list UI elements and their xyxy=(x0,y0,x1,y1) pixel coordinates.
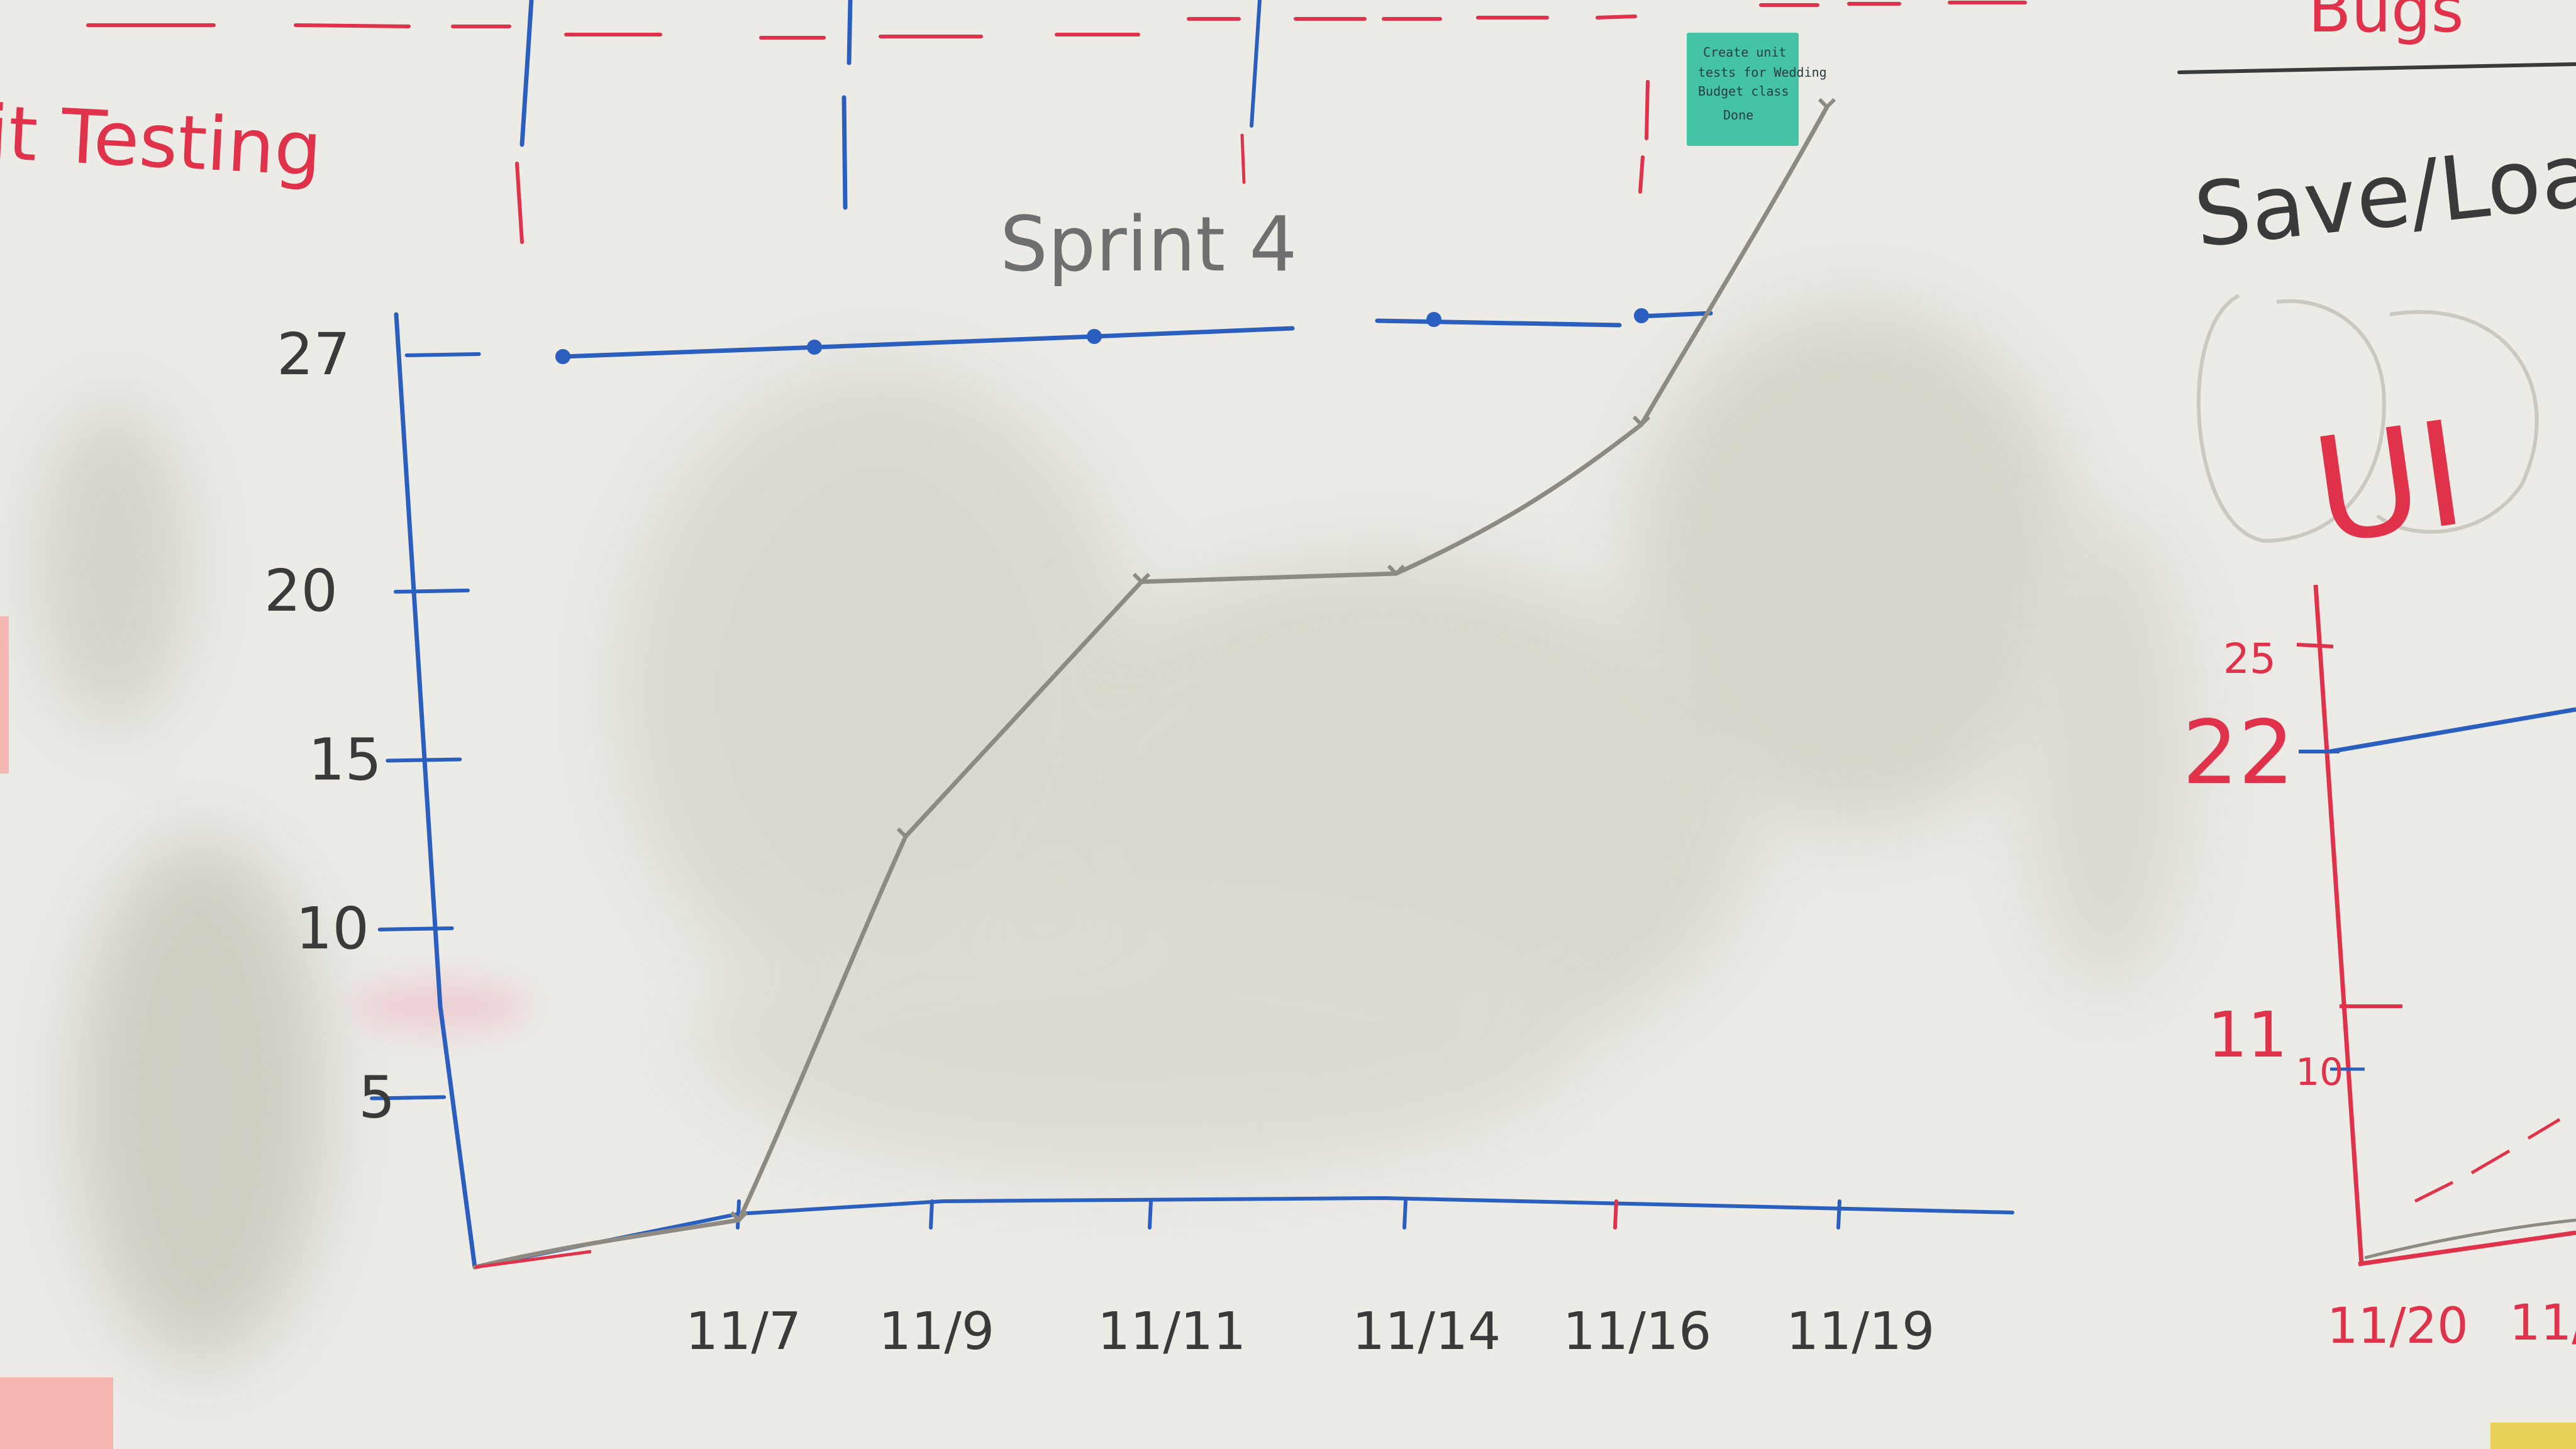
chart-y-tick-label: 15 xyxy=(308,726,382,793)
chart-x-tick-label: 11/14 xyxy=(1352,1302,1501,1362)
chart-scope-point xyxy=(555,349,570,364)
top-dashed-divider xyxy=(86,1,2027,40)
chart-scope-line xyxy=(1638,311,1713,319)
chart-y-tick-label: 27 xyxy=(277,321,350,388)
chart-y-tick-label: 10 xyxy=(296,895,369,962)
erased-mark-2 xyxy=(2376,310,2539,534)
yellow-object-corner xyxy=(2490,1423,2576,1449)
chart-progress-point xyxy=(1818,97,1836,110)
chart-x-tick-label: 11/19 xyxy=(1786,1302,1935,1362)
mini-chart-dashed-line xyxy=(2414,1118,2561,1203)
mini-chart-x-axis xyxy=(2358,1230,2576,1267)
chart-x-tick-label: 11/7 xyxy=(686,1302,801,1362)
erased-mark xyxy=(2197,294,2386,543)
chart-progress-point xyxy=(1132,572,1151,585)
chart-x-tick xyxy=(736,1199,741,1230)
chart-x-tick-label: 11/16 xyxy=(1563,1302,1711,1362)
chart-scope-point xyxy=(1087,329,1102,344)
chart-progress-point xyxy=(1387,564,1406,577)
chart-x-tick xyxy=(1836,1199,1841,1230)
pink-sticky-corner xyxy=(0,1377,113,1449)
sticky-note: Create unit tests for Wedding Budget cla… xyxy=(1687,33,1827,146)
chart-y-tick xyxy=(377,926,454,931)
right-section-divider xyxy=(2177,62,2576,74)
sticky-note-line-4: Done xyxy=(1723,108,1753,123)
chart-scope-line xyxy=(1375,318,1622,328)
sprint-title: Sprint 4 xyxy=(1000,201,1297,289)
column-dividers xyxy=(515,0,1650,244)
chart-y-tick xyxy=(393,588,470,594)
bugs-heading: Bugs xyxy=(2308,0,2464,47)
mini-chart-x-tick-label-1: 11/20 xyxy=(2327,1298,2468,1355)
chart-x-axis xyxy=(473,1196,2014,1269)
chart-scope-line xyxy=(560,326,1295,359)
sticky-note-line-3: Budget class xyxy=(1698,84,1789,99)
chart-scope-point xyxy=(807,340,822,355)
mini-chart-tick-label-10: 10 xyxy=(2296,1050,2343,1094)
chart-progress-point xyxy=(1632,415,1651,428)
chart-y-tick-label: 20 xyxy=(264,557,338,625)
eraser-smudges xyxy=(38,302,2195,1365)
mini-chart-tick-25 xyxy=(2296,643,2334,648)
mini-chart-progress-line xyxy=(2364,1218,2576,1260)
pink-sticky-edge xyxy=(0,616,9,774)
chart-x-tick xyxy=(1613,1199,1618,1230)
chart-y-tick xyxy=(386,757,462,763)
chart-x-tick xyxy=(929,1199,934,1230)
chart-x-tick-label: 11/11 xyxy=(1097,1302,1246,1362)
chart-progress-point xyxy=(896,827,915,840)
mini-chart-scope-line xyxy=(2329,707,2576,754)
mini-chart-tick-label-22: 22 xyxy=(2182,702,2294,804)
save-load-section: Save/Load UI 25 22 11 10 11/20 11/2 xyxy=(2182,118,2576,1355)
ui-label: UI xyxy=(2304,390,2474,577)
chart-scope-point xyxy=(1426,312,1441,327)
chart-x-tick-label: 11/9 xyxy=(879,1302,994,1362)
chart-y-axis xyxy=(394,312,477,1270)
chart-progress-point xyxy=(730,1211,748,1223)
sticky-note-line-1: Create unit xyxy=(1703,45,1786,60)
chart-y-tick-label: 5 xyxy=(358,1063,396,1131)
chart-x-tick xyxy=(1402,1199,1407,1230)
sticky-note-line-2: tests for Wedding xyxy=(1698,65,1827,80)
chart-y-tick xyxy=(404,352,481,357)
save-load-heading: Save/Load xyxy=(2190,118,2576,267)
mini-chart-y-axis xyxy=(2313,584,2364,1265)
mini-chart-tick-label-11: 11 xyxy=(2207,998,2287,1072)
mini-chart-x-tick-label-2: 11/2 xyxy=(2509,1295,2576,1352)
mini-chart-tick-label-25: 25 xyxy=(2223,635,2276,683)
chart-scope-point xyxy=(1634,308,1649,323)
chart-y-tick xyxy=(370,1095,447,1101)
chart-x-tick xyxy=(1148,1199,1153,1230)
chart-origin-mark xyxy=(474,1250,592,1269)
unit-testing-heading: it Testing xyxy=(0,89,324,193)
burnup-chart: 5 10 15 20 27 11/7 11/9 11/11 11/14 11/16 11/19 xyxy=(264,97,2014,1362)
